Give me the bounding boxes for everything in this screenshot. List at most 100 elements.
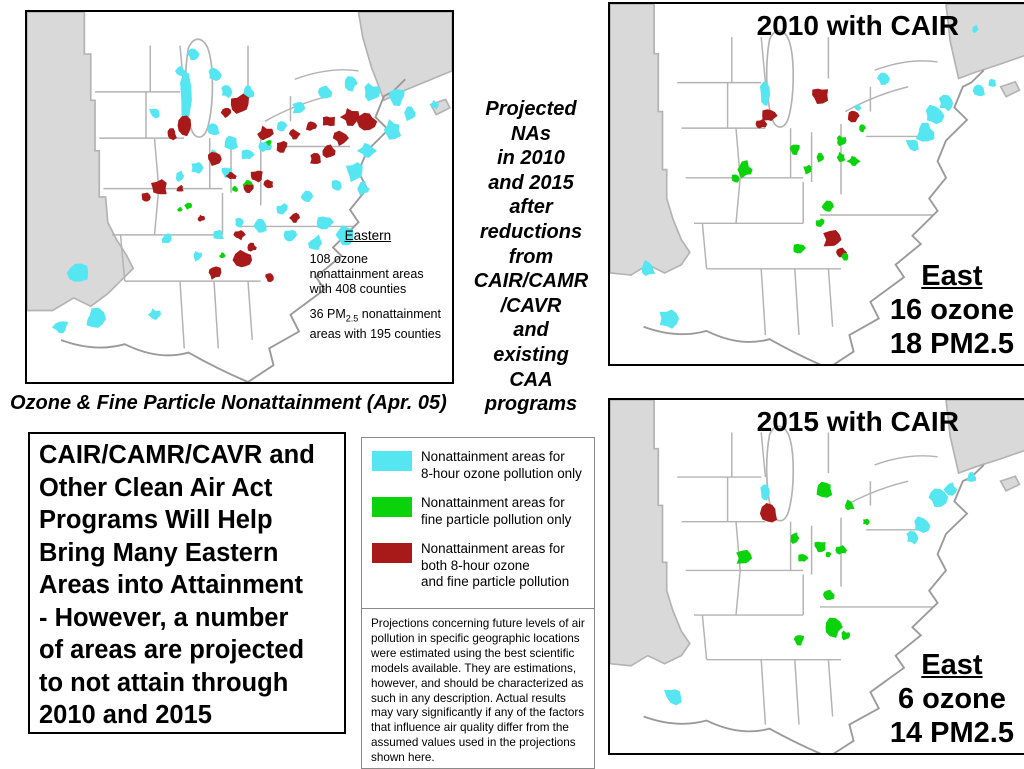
eastern-map [27,12,452,382]
nonattainment-area [823,229,842,247]
state-border-line [179,281,185,349]
nonattainment-area [257,125,274,141]
nonattainment-area [793,243,806,254]
nonattainment-area [357,180,370,196]
nonattainment-area [66,263,89,282]
nonattainment-area [762,109,778,121]
nonattainment-area [322,116,335,127]
east-values-2010: 16 ozone 18 PM2.5 [889,294,1014,360]
nonattainment-area [207,151,222,166]
legend-item: Nonattainment areas for both 8-hour ozon… [372,541,590,591]
nonattainment-area [835,545,847,555]
nonattainment-area [310,153,321,164]
nonattainment-area [193,250,203,262]
map-2015 [610,400,1024,753]
nonattainment-area [430,99,439,110]
map-title-2015: 2015 with CAIR [756,406,959,437]
nonattainment-area [243,184,254,194]
nonattainment-area [972,84,985,97]
nonattainment-area [218,252,226,259]
message-box: CAIR/CAMR/CAVR and Other Clean Air Act P… [28,432,346,734]
nonattainment-area [356,142,378,158]
nonattainment-area [928,488,949,508]
pm25-subscript: 2.5 [345,313,359,324]
inactive-states-west [610,400,691,667]
nonattainment-area [383,119,402,140]
projection-note: Projected NAs in 2010 and 2015 after red… [473,98,589,416]
nonattainment-area [988,78,997,87]
state-border-line [760,659,767,725]
map-panel-2015: 2015 with CAIR East 6 ozone 14 PM2.5 [608,398,1024,755]
map-panel-2010: 2010 with CAIR East 16 ozone 18 PM2.5 [608,2,1024,366]
nonattainment-area [308,234,323,251]
nonattainment-area [175,170,185,182]
state-border-line [701,223,708,269]
inactive-states-northeast [945,4,1024,80]
nonattainment-area [332,130,349,147]
nonattainment-area [86,307,106,328]
nonattainment-area [789,144,800,156]
legend-label: Nonattainment areas for 8-hour ozone pol… [421,449,582,481]
nonattainment-area [841,630,851,641]
state-border-line [874,60,938,71]
nonattainment-area [230,93,250,114]
nonattainment-area [814,541,826,553]
nonattainment-area [877,72,890,85]
state-border-line [794,268,800,336]
nonattainment-area [220,107,232,118]
coastline [832,69,985,364]
nonattainment-area [404,106,416,122]
state-border-line [827,268,834,327]
east-values-2015: 6 ozone 14 PM2.5 [889,683,1014,749]
nonattainment-area [859,124,867,133]
nonattainment-area [253,218,267,233]
nonattainment-area [317,85,333,99]
nonattainment-area [263,179,274,189]
nonattainment-area [232,185,238,192]
nonattainment-area [141,192,151,202]
legend-item: Nonattainment areas for 8-hour ozone pol… [372,449,590,482]
nonattainment-area [854,103,862,111]
eastern-annotation: Eastern 108 ozone nonattainment areas wi… [310,228,455,352]
nonattainment-area [790,532,800,545]
nonattainment-area [914,516,931,534]
state-border-line [760,268,767,336]
nonattainment-area [174,65,186,76]
nonattainment-area [943,482,958,496]
eastern-annotation-title: Eastern [344,228,392,244]
nonattainment-area [235,217,244,228]
nonattainment-area [345,162,363,183]
nonattainment-area [177,115,192,137]
coastline [247,78,406,382]
nonattainment-area [736,549,753,564]
nonattainment-area [247,242,257,252]
nonattainment-area [364,82,381,102]
gulf-coastline [643,325,822,364]
legend-rows: Nonattainment areas for 8-hour ozone pol… [362,438,594,606]
nonattainment-area [664,689,682,706]
inactive-states-west [610,4,691,276]
nonattainment-area [847,110,860,123]
disclaimer-text: Projections concerning future levels of … [371,617,585,765]
state-border-line [844,480,909,507]
state-border-line [213,281,219,349]
map-title-2010: 2010 with CAIR [756,10,959,41]
nonattainment-area [180,72,192,124]
nonattainment-area [821,200,834,212]
nonattainment-area [641,260,656,276]
east-heading-2015: East [921,649,983,681]
legend-item: Nonattainment areas for fine particle po… [372,495,590,528]
nonattainment-area [816,481,833,498]
nonattainment-area [300,190,314,203]
state-border-line [119,234,126,282]
nonattainment-area [51,321,69,334]
legend-section: Nonattainment areas for 8-hour ozone pol… [362,438,594,609]
gulf-coastline [643,715,822,753]
nonattainment-area [187,48,200,61]
nonattainment-area [812,88,829,105]
nonattainment-area [846,155,861,167]
nonattainment-area [276,121,288,132]
nonattainment-area [815,218,825,227]
nonattainment-area [225,171,237,180]
